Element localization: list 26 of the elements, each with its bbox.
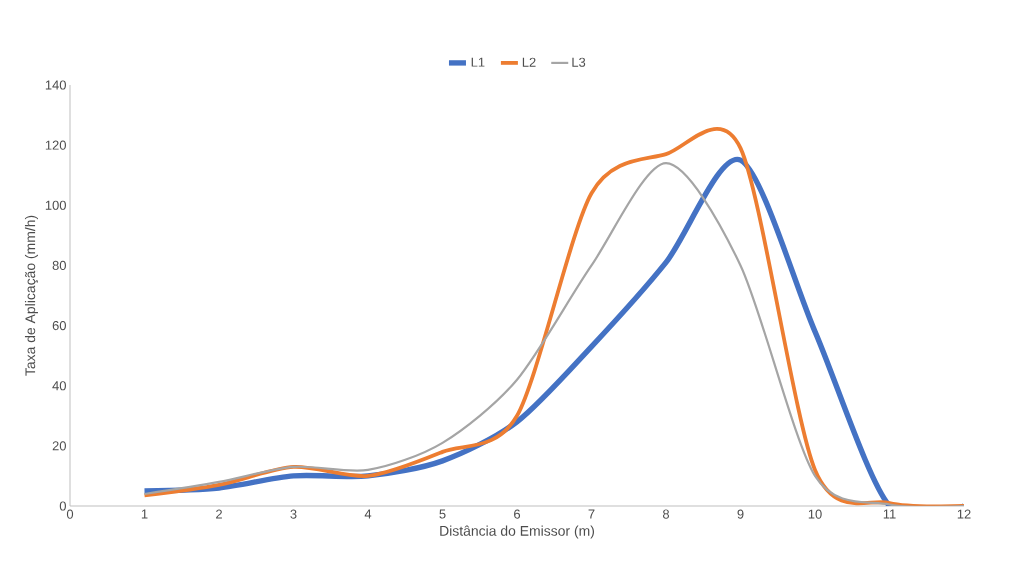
x-tick-label: 9 <box>737 509 744 519</box>
y-tick-label: 20 <box>52 441 66 451</box>
y-axis-title: Taxa de Aplicação (mm/h) <box>24 215 39 376</box>
x-tick-label: 4 <box>364 509 372 519</box>
x-tick-label: 12 <box>957 509 971 519</box>
y-tick-label: 80 <box>52 260 66 271</box>
x-tick-label: 10 <box>808 509 822 519</box>
x-tick-label: 3 <box>290 509 297 519</box>
legend-label: L3 <box>572 57 586 67</box>
x-tick-label: 0 <box>66 509 74 519</box>
y-tick-label: 100 <box>45 200 66 210</box>
y-tick-label: 120 <box>45 140 66 150</box>
x-tick-label: 8 <box>662 509 670 519</box>
y-tick-label: 0 <box>59 501 66 511</box>
y-tick-label: 40 <box>52 381 66 391</box>
legend-label: L1 <box>471 57 485 67</box>
x-tick-label: 6 <box>514 509 521 519</box>
y-tick-label: 140 <box>45 80 66 90</box>
x-tick-label: 2 <box>216 509 222 519</box>
x-tick-label: 5 <box>439 509 446 519</box>
x-tick-label: 1 <box>141 509 148 519</box>
x-tick-label: 7 <box>588 509 595 519</box>
y-tick-label: 60 <box>52 320 66 331</box>
legend-label: L2 <box>522 57 536 67</box>
x-tick-label: 11 <box>883 509 896 519</box>
x-axis-title: Distância do Emissor (m) <box>440 525 594 539</box>
